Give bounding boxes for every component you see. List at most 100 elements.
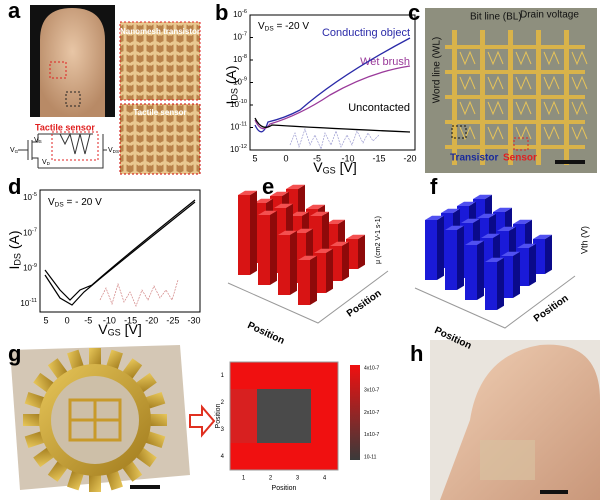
bar-top xyxy=(290,211,309,216)
circuit xyxy=(18,132,107,169)
bar-side xyxy=(545,234,552,274)
base: 10 xyxy=(230,100,239,109)
y-axis-label: Position xyxy=(215,403,222,428)
symbol: V xyxy=(98,321,108,337)
noise xyxy=(289,127,380,151)
heat-cell xyxy=(230,443,257,470)
base: 10 xyxy=(233,10,242,19)
colorbar xyxy=(350,365,360,460)
gear-pattern xyxy=(68,398,122,442)
sensor-cell xyxy=(543,100,560,116)
sensor-photo xyxy=(119,103,201,175)
rest: [V] xyxy=(336,159,357,175)
bar-face xyxy=(465,245,477,300)
panel-label: a xyxy=(8,0,21,23)
y-tick-label: 10-9 xyxy=(23,263,37,272)
x-axis-label: VGS [V] xyxy=(313,159,357,176)
x-axis-label: Position xyxy=(272,485,297,492)
bar-top xyxy=(258,210,277,215)
curve xyxy=(44,199,196,301)
subscript: G xyxy=(15,149,19,154)
bar-face xyxy=(278,235,290,295)
axis-label: Position xyxy=(345,288,384,320)
bar-top xyxy=(346,234,365,239)
sensor-cell xyxy=(459,100,476,116)
bar-side xyxy=(513,251,520,298)
bar-side xyxy=(358,234,365,269)
subscript: DS xyxy=(13,253,23,266)
colorbar-label: 1x10-7 xyxy=(364,432,380,438)
annotation: Word line (WL) xyxy=(432,37,443,104)
bar-face xyxy=(298,260,310,305)
sensor-cell xyxy=(487,50,504,66)
x-tick-label: -15 xyxy=(124,315,137,325)
y-tick-label: 10-7 xyxy=(23,228,37,237)
x-tick-label: -10 xyxy=(341,153,354,163)
colorbar-label: 4x10-7 xyxy=(364,365,380,371)
symbol: V xyxy=(108,147,113,154)
exponent: -8 xyxy=(242,55,247,61)
base: 10 xyxy=(233,33,242,42)
bar-top xyxy=(314,248,333,253)
circuit-label: VS xyxy=(34,137,42,144)
sensor-cell xyxy=(571,100,588,116)
arrow xyxy=(189,404,216,438)
curve xyxy=(254,117,411,133)
bar-top xyxy=(254,198,273,203)
x-tick-label: 0 xyxy=(283,153,288,163)
panel-label: e xyxy=(262,174,274,199)
bar-top xyxy=(461,218,480,223)
bar-top xyxy=(294,228,313,233)
x-tick-label: -25 xyxy=(166,315,179,325)
bar-top xyxy=(457,201,476,206)
axis xyxy=(227,270,389,324)
marker xyxy=(49,61,67,79)
bar-top xyxy=(310,211,329,216)
noise xyxy=(99,279,179,307)
sensor-cell xyxy=(571,75,588,91)
sensor-cell xyxy=(515,75,532,91)
exponent: -10 xyxy=(239,100,247,106)
y-tick-label: 2 xyxy=(221,400,225,406)
gear-tooth xyxy=(23,414,43,426)
bar-side xyxy=(270,210,277,285)
gear-tooth xyxy=(89,348,101,368)
electrode-grid xyxy=(445,30,588,165)
bar-top xyxy=(493,207,512,212)
annotation: Bit line (BL) xyxy=(470,12,522,23)
bar-side xyxy=(529,243,536,286)
symbol: V xyxy=(258,21,265,32)
subscript: GS xyxy=(323,166,336,176)
symbol: V xyxy=(42,159,47,166)
heat-cell xyxy=(284,443,311,470)
bar-side xyxy=(290,230,297,295)
x-tick-label: 2 xyxy=(269,476,273,482)
x-tick-label: 5 xyxy=(43,315,48,325)
base: 10 xyxy=(233,55,242,64)
rest: (A) xyxy=(223,65,239,88)
symbol: V xyxy=(34,137,39,144)
plot-frame xyxy=(229,361,339,471)
nanomesh-photo xyxy=(119,21,201,101)
condition: VDS = - 20 V xyxy=(48,197,102,209)
exponent: -6 xyxy=(242,10,247,16)
bar-top xyxy=(238,190,257,195)
exponent: -12 xyxy=(239,145,247,151)
bar-top xyxy=(513,219,532,224)
axis-label: Position xyxy=(246,320,286,347)
bar-side xyxy=(437,215,444,280)
bar-top xyxy=(326,219,345,224)
heat-cell xyxy=(257,389,284,416)
rest: [V] xyxy=(121,321,142,337)
base: 10 xyxy=(23,264,32,273)
subscript: S xyxy=(39,139,42,144)
finger-photo xyxy=(40,8,105,117)
bar-top xyxy=(473,194,492,199)
heat-cell xyxy=(257,443,284,470)
word-line xyxy=(445,95,585,99)
subscript: DS xyxy=(113,149,119,154)
axis-label: μ (cm2 V-1 s-1) xyxy=(375,216,382,264)
bar-top xyxy=(445,225,464,230)
bar-side xyxy=(497,257,504,310)
y-tick-label: 10-7 xyxy=(233,32,247,41)
